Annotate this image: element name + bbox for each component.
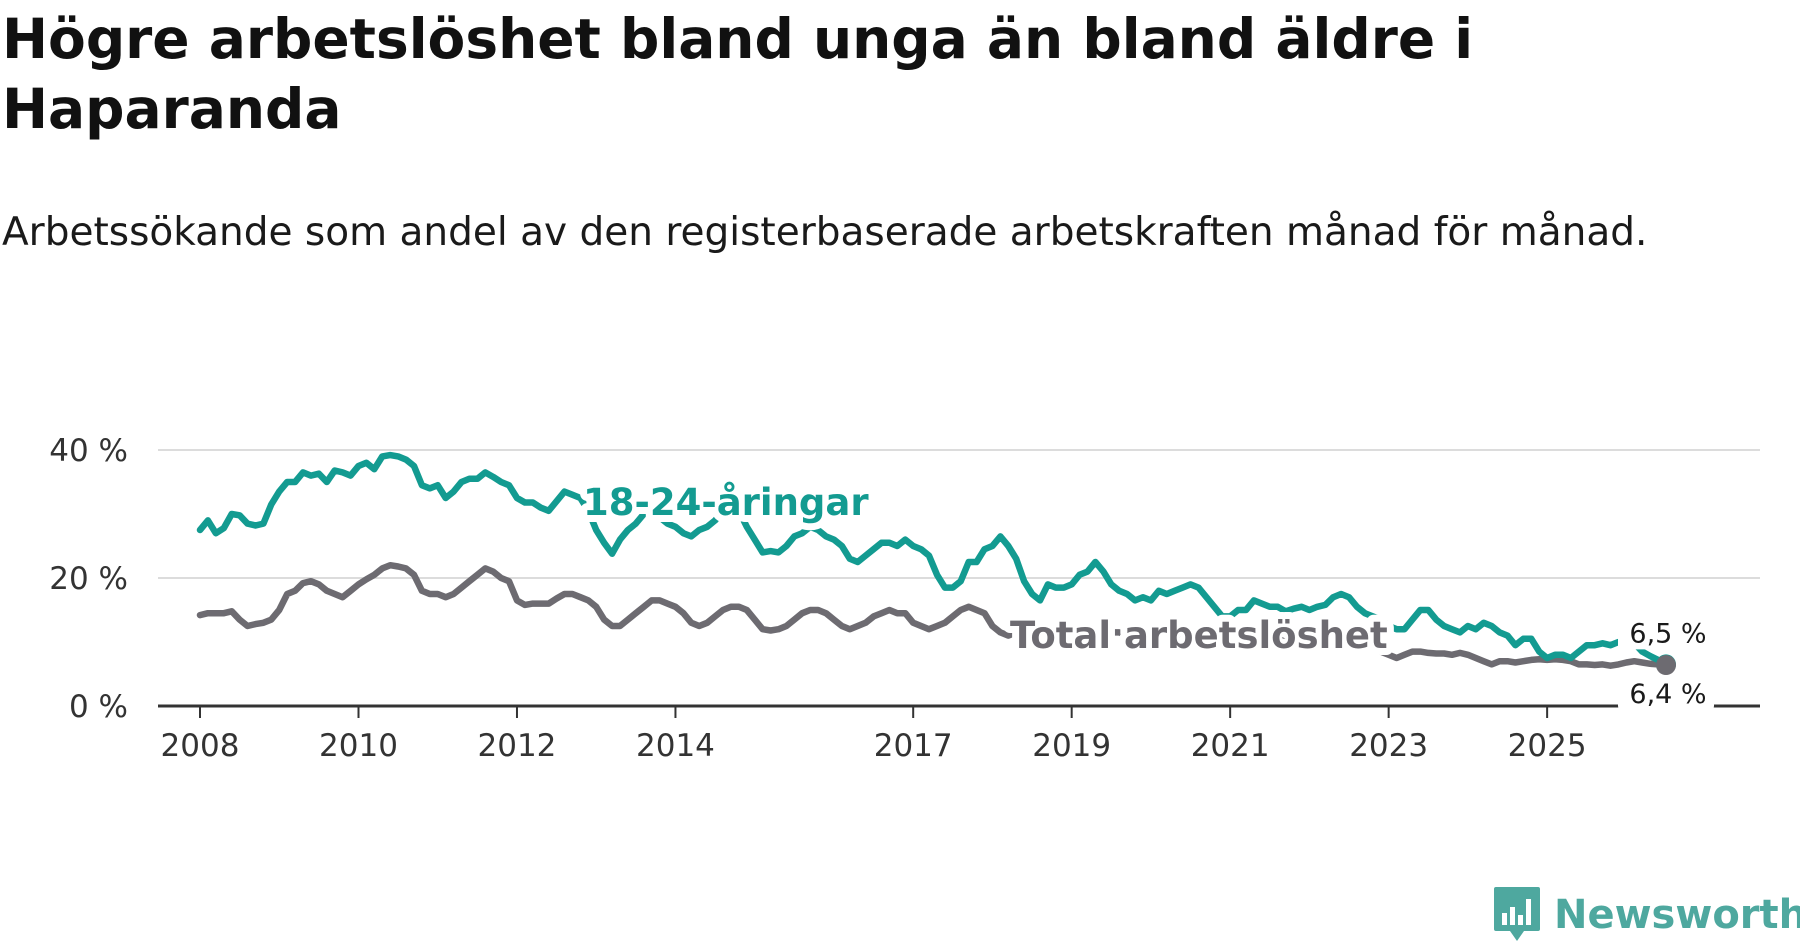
y-tick-label: 0 % (69, 689, 128, 725)
x-tick-label: 2012 (478, 728, 557, 764)
newsworthy-chart-icon (1494, 887, 1540, 941)
x-tick-label: 2019 (1032, 728, 1111, 764)
x-tick-label: 2008 (161, 728, 240, 764)
x-tick-label: 2021 (1191, 728, 1270, 764)
chart-subtitle: Arbetssökande som andel av den registerb… (2, 210, 1648, 255)
series-label-halo-18-24-ringar: 18-24-åringar (583, 481, 869, 524)
end-label-total-arbetsl-shet: 6,4 % (1629, 679, 1706, 710)
series-line-18-24-ringar (196, 451, 1670, 668)
brand-name: Newsworthy (1554, 892, 1800, 938)
brand-logo: Newsworthy (1492, 883, 1800, 947)
x-tick-label: 2017 (874, 728, 953, 764)
end-label-bg-total-arbetsl-shet (1618, 676, 1714, 711)
series-lines (196, 451, 1670, 669)
x-tick-label: 2014 (636, 728, 715, 764)
y-tick-label: 40 % (49, 433, 128, 469)
end-point-total-arbetsl-shet (1656, 655, 1676, 676)
x-tick-label: 2010 (319, 728, 398, 764)
y-tick-label: 20 % (49, 561, 128, 597)
end-label-bg-18-24-ringar (1618, 615, 1714, 650)
x-tick-label: 2025 (1508, 728, 1587, 764)
gridlines (158, 449, 1760, 579)
chart-title: Högre arbetslöshet bland unga än bland ä… (2, 7, 1474, 141)
series-label-total-arbetsl-shet: Total arbetslöshet (1010, 614, 1388, 657)
series-labels: 6,5 %6,4 %18-24-åringar18-24-åringarTota… (576, 474, 1714, 711)
end-label-18-24-ringar: 6,5 % (1629, 618, 1706, 649)
series-label-18-24-ringar: 18-24-åringar (583, 481, 869, 524)
axes: 0 % 20 % 40 % 2008 2010 2012 2014 2017 2019 2021 2… (49, 433, 1760, 764)
series-label-halo-total-arbetsl-shet: Total arbetslöshet (1010, 614, 1388, 657)
x-tick-label: 2023 (1349, 728, 1428, 764)
series-line-total-arbetsl-shet (196, 561, 1670, 669)
